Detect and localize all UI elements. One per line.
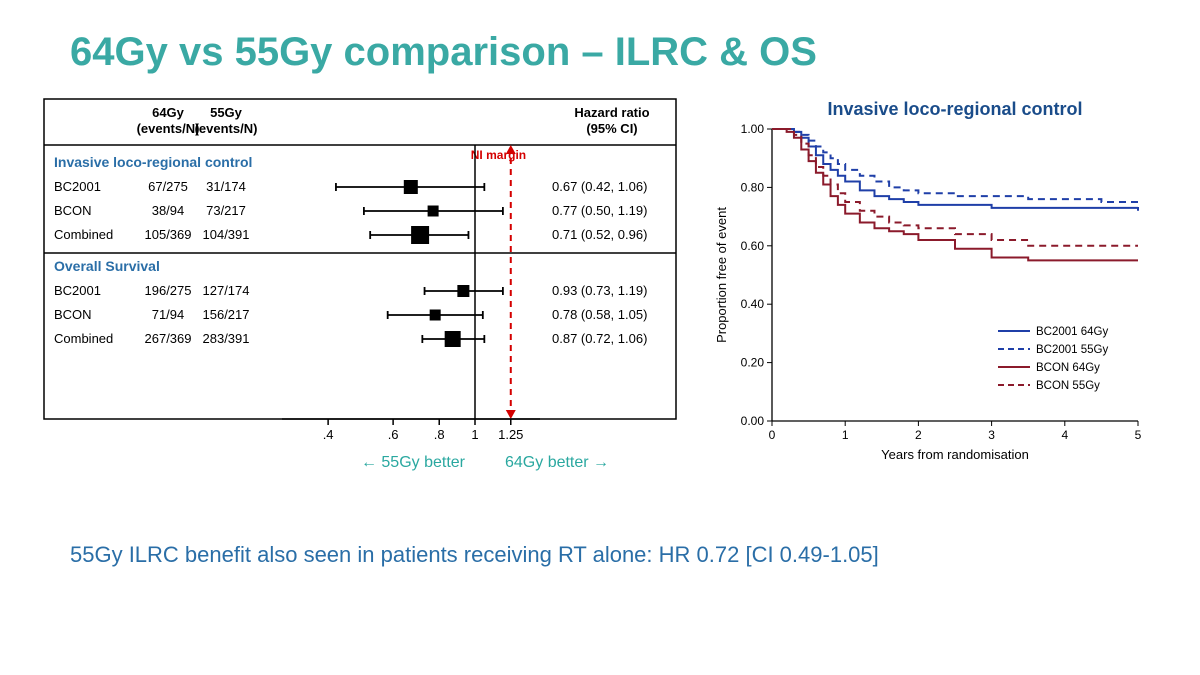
svg-text:196/275: 196/275 bbox=[145, 283, 192, 298]
svg-text:0.87 (0.72, 1.06): 0.87 (0.72, 1.06) bbox=[552, 331, 647, 346]
svg-text:(95% CI): (95% CI) bbox=[586, 121, 637, 136]
svg-text:0.40: 0.40 bbox=[741, 297, 765, 311]
svg-text:Invasive loco-regional control: Invasive loco-regional control bbox=[54, 154, 252, 170]
svg-text:3: 3 bbox=[988, 428, 995, 442]
content-row: 64Gy 55Gy Hazard ratio (events/N)(events/N)… bbox=[40, 95, 1160, 510]
footer-note: 55Gy ILRC benefit also seen in patients … bbox=[40, 540, 1160, 570]
svg-text:71/94: 71/94 bbox=[152, 307, 185, 322]
svg-text:(events/N): (events/N) bbox=[137, 121, 200, 136]
svg-text:NI margin: NI margin bbox=[471, 148, 526, 162]
svg-text:BC2001 64Gy: BC2001 64Gy bbox=[1036, 326, 1108, 338]
svg-text:0.00: 0.00 bbox=[741, 414, 765, 428]
svg-text:0.93 (0.73, 1.19): 0.93 (0.73, 1.19) bbox=[552, 283, 647, 298]
svg-text:0.77 (0.50, 1.19): 0.77 (0.50, 1.19) bbox=[552, 203, 647, 218]
svg-text:.4: .4 bbox=[323, 427, 334, 442]
svg-text:283/391: 283/391 bbox=[203, 331, 250, 346]
svg-text:1.00: 1.00 bbox=[741, 122, 765, 136]
svg-text:← 55Gy better: ← 55Gy better bbox=[361, 454, 466, 471]
svg-text:BCON 64Gy: BCON 64Gy bbox=[1036, 362, 1100, 374]
slide-title: 64Gy vs 55Gy comparison – ILRC & OS bbox=[70, 30, 1160, 75]
km-plot: Invasive loco-regional control 0.00 0.20 0.… bbox=[710, 95, 1150, 465]
svg-text:BC2001: BC2001 bbox=[54, 283, 101, 298]
svg-text:64Gy: 64Gy bbox=[152, 105, 185, 120]
svg-text:104/391: 104/391 bbox=[203, 227, 250, 242]
slide: 64Gy vs 55Gy comparison – ILRC & OS 64Gy… bbox=[0, 0, 1200, 675]
svg-text:0.60: 0.60 bbox=[741, 239, 765, 253]
svg-text:0.80: 0.80 bbox=[741, 180, 765, 194]
svg-text:.6: .6 bbox=[388, 427, 399, 442]
svg-text:31/174: 31/174 bbox=[206, 179, 246, 194]
forest-plot-panel: 64Gy 55Gy Hazard ratio (events/N)(events/N)… bbox=[40, 95, 680, 510]
svg-text:BC2001 55Gy: BC2001 55Gy bbox=[1036, 344, 1108, 356]
svg-text:.8: .8 bbox=[434, 427, 445, 442]
svg-text:1: 1 bbox=[842, 428, 849, 442]
svg-text:127/174: 127/174 bbox=[203, 283, 250, 298]
svg-text:1: 1 bbox=[471, 427, 478, 442]
svg-text:0.20: 0.20 bbox=[741, 356, 765, 370]
svg-text:67/275: 67/275 bbox=[148, 179, 188, 194]
svg-text:BCON 55Gy: BCON 55Gy bbox=[1036, 380, 1100, 392]
svg-text:38/94: 38/94 bbox=[152, 203, 185, 218]
svg-text:0.71 (0.52, 0.96): 0.71 (0.52, 0.96) bbox=[552, 227, 647, 242]
svg-text:Years from randomisation: Years from randomisation bbox=[881, 447, 1029, 462]
svg-text:Combined: Combined bbox=[54, 331, 113, 346]
forest-plot: 64Gy 55Gy Hazard ratio (events/N)(events/N)… bbox=[40, 95, 680, 505]
svg-text:4: 4 bbox=[1061, 428, 1068, 442]
svg-text:1.25: 1.25 bbox=[498, 427, 523, 442]
svg-text:5: 5 bbox=[1135, 428, 1142, 442]
svg-text:73/217: 73/217 bbox=[206, 203, 246, 218]
svg-text:Hazard ratio: Hazard ratio bbox=[574, 105, 649, 120]
svg-text:0.78 (0.58, 1.05): 0.78 (0.58, 1.05) bbox=[552, 307, 647, 322]
svg-text:BC2001: BC2001 bbox=[54, 179, 101, 194]
svg-text:0: 0 bbox=[769, 428, 776, 442]
svg-text:0.67 (0.42, 1.06): 0.67 (0.42, 1.06) bbox=[552, 179, 647, 194]
svg-text:BCON: BCON bbox=[54, 203, 92, 218]
km-plot-panel: Invasive loco-regional control 0.00 0.20 0.… bbox=[710, 95, 1150, 470]
svg-text:64Gy better →: 64Gy better → bbox=[505, 454, 609, 471]
svg-text:Overall Survival: Overall Survival bbox=[54, 258, 160, 274]
svg-text:Invasive loco-regional control: Invasive loco-regional control bbox=[827, 99, 1082, 119]
svg-text:Proportion free of event: Proportion free of event bbox=[714, 207, 729, 343]
svg-text:267/369: 267/369 bbox=[145, 331, 192, 346]
svg-text:156/217: 156/217 bbox=[203, 307, 250, 322]
svg-text:BCON: BCON bbox=[54, 307, 92, 322]
svg-text:(events/N): (events/N) bbox=[195, 121, 258, 136]
svg-text:105/369: 105/369 bbox=[145, 227, 192, 242]
svg-text:Combined: Combined bbox=[54, 227, 113, 242]
svg-text:55Gy: 55Gy bbox=[210, 105, 243, 120]
svg-text:2: 2 bbox=[915, 428, 922, 442]
